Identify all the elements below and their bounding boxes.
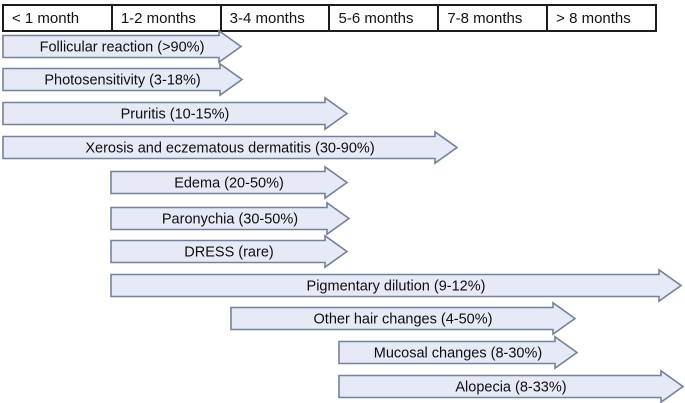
time-axis-cell-5: 7-8 months: [437, 6, 546, 30]
arrow-shape-alopecia: [338, 369, 685, 403]
timeline-arrow-mucosal-changes: Mucosal changes (8-30%): [338, 335, 579, 370]
arrow-label-photosensitivity: Photosensitivity (3-18%): [44, 73, 200, 89]
arrow-shape-edema: [110, 165, 349, 200]
arrow-label-pigmentary-dilution: Pigmentary dilution (9-12%): [307, 279, 486, 295]
arrow-shape-other-hair-changes: [230, 301, 577, 336]
timeline-arrow-edema: Edema (20-50%): [110, 165, 349, 200]
arrow-label-pruritis: Pruritis (10-15%): [121, 107, 230, 123]
arrow-shape-pigmentary-dilution: [110, 268, 683, 303]
timeline-arrow-other-hair-changes: Other hair changes (4-50%): [230, 301, 577, 336]
time-axis-cell-3: 3-4 months: [219, 6, 329, 30]
arrow-shape-mucosal-changes: [338, 335, 579, 370]
time-axis-cell-2: 1-2 months: [110, 6, 220, 30]
arrow-shape-paronychia: [110, 201, 351, 236]
time-axis-header: < 1 month 1-2 months 3-4 months 5-6 mont…: [2, 4, 657, 32]
timeline-arrow-pruritis: Pruritis (10-15%): [2, 96, 349, 131]
time-axis-cell-6: > 8 months: [546, 6, 655, 30]
arrow-label-mucosal-changes: Mucosal changes (8-30%): [374, 346, 542, 362]
arrow-label-other-hair-changes: Other hair changes (4-50%): [314, 312, 493, 328]
arrow-label-follicular-reaction: Follicular reaction (>90%): [40, 40, 205, 56]
arrow-label-xerosis-eczematous-dermatitis: Xerosis and eczematous dermatitis (30-90…: [85, 141, 374, 157]
arrow-label-edema: Edema (20-50%): [174, 176, 284, 192]
arrow-shape-xerosis-eczematous-dermatitis: [2, 130, 459, 165]
arrow-label-alopecia: Alopecia (8-33%): [455, 380, 566, 396]
timeline-arrow-pigmentary-dilution: Pigmentary dilution (9-12%): [110, 268, 683, 303]
time-axis-cell-4: 5-6 months: [328, 6, 437, 30]
timeline-arrow-follicular-reaction: Follicular reaction (>90%): [2, 29, 243, 64]
timeline-arrow-alopecia: Alopecia (8-33%): [338, 369, 685, 403]
time-axis-cell-1: < 1 month: [12, 9, 80, 27]
timeline-arrow-photosensitivity: Photosensitivity (3-18%): [2, 62, 244, 97]
timeline-arrow-paronychia: Paronychia (30-50%): [110, 201, 351, 236]
timeline-arrow-dress: DRESS (rare): [110, 234, 349, 269]
arrow-label-paronychia: Paronychia (30-50%): [162, 212, 298, 228]
arrow-shape-follicular-reaction: [2, 29, 243, 64]
timeline-arrow-xerosis-eczematous-dermatitis: Xerosis and eczematous dermatitis (30-90…: [2, 130, 459, 165]
arrow-shape-photosensitivity: [2, 62, 244, 97]
arrow-shape-pruritis: [2, 96, 349, 131]
arrow-label-dress: DRESS (rare): [184, 245, 273, 261]
arrow-shape-dress: [110, 234, 349, 269]
